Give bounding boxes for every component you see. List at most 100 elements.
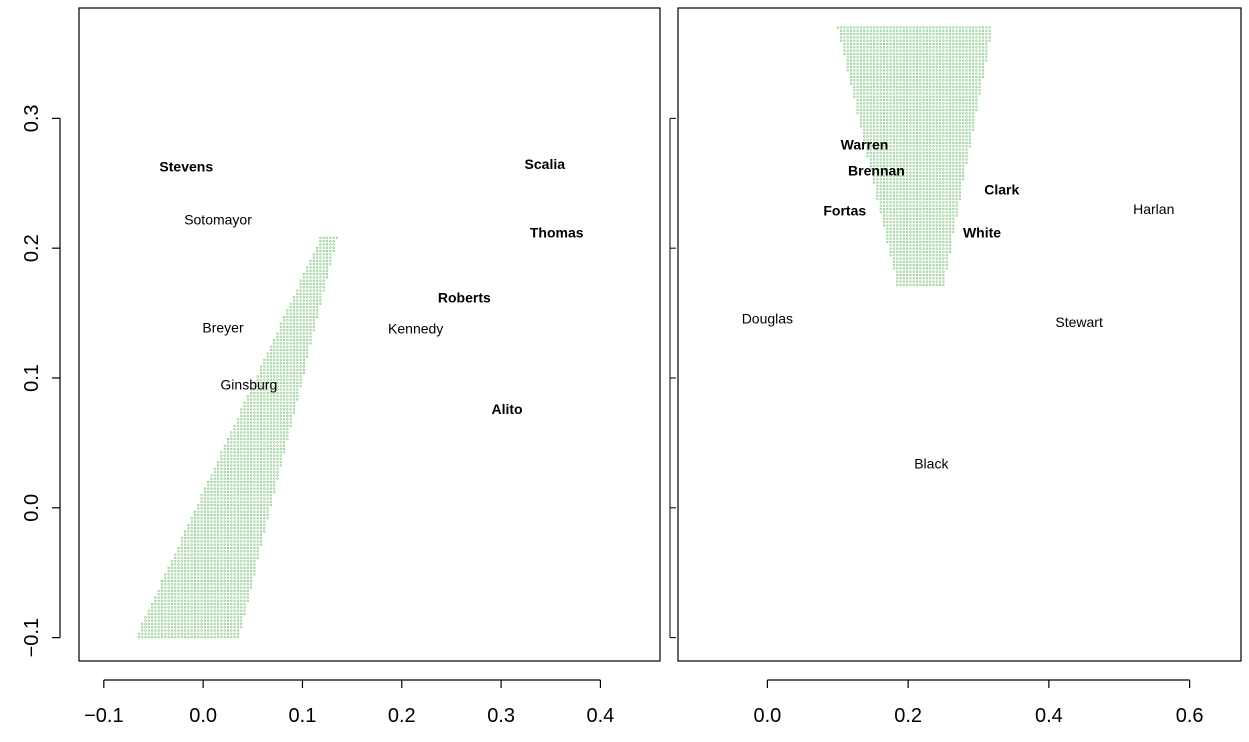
region-dot — [244, 475, 246, 477]
region-dot — [207, 583, 209, 585]
region-dot — [257, 521, 259, 523]
region-dot — [890, 215, 892, 217]
region-dot — [959, 66, 961, 68]
region-dot — [966, 27, 968, 29]
region-dot — [886, 37, 888, 39]
region-dot — [923, 221, 925, 223]
region-dot — [926, 56, 928, 58]
region-dot — [247, 481, 249, 483]
region-dot — [201, 504, 203, 506]
region-dot — [946, 172, 948, 174]
region-dot — [244, 587, 246, 589]
region-dot — [217, 616, 219, 618]
region-dot — [293, 352, 295, 354]
left-scatter-panel: −0.1 0.0 0.1 0.2 0.3 0.4−0.10.00.10.20.3Steve… — [21, 8, 660, 727]
region-dot — [290, 409, 292, 411]
region-dot — [217, 471, 219, 473]
region-dot — [913, 277, 915, 279]
region-dot — [896, 268, 898, 270]
region-dot — [956, 192, 958, 194]
region-dot — [890, 152, 892, 154]
region-dot — [857, 33, 859, 35]
region-dot — [926, 50, 928, 52]
region-dot — [240, 597, 242, 599]
region-dot — [936, 225, 938, 227]
region-dot — [217, 610, 219, 612]
region-dot — [883, 60, 885, 62]
region-dot — [962, 30, 964, 32]
region-dot — [883, 40, 885, 42]
region-dot — [211, 534, 213, 536]
region-dot — [158, 630, 160, 632]
region-dot — [217, 626, 219, 628]
region-dot — [181, 626, 183, 628]
region-dot — [303, 323, 305, 325]
region-dot — [237, 488, 239, 490]
region-dot — [237, 583, 239, 585]
region-dot — [933, 109, 935, 111]
region-dot — [254, 435, 256, 437]
region-dot — [966, 46, 968, 48]
region-dot — [939, 277, 941, 279]
region-dot — [287, 372, 289, 374]
region-dot — [257, 402, 259, 404]
region-dot — [230, 633, 232, 635]
region-dot — [913, 93, 915, 95]
region-dot — [893, 268, 895, 270]
region-dot — [969, 56, 971, 58]
region-dot — [946, 63, 948, 65]
region-dot — [257, 475, 259, 477]
region-dot — [952, 159, 954, 161]
region-dot — [293, 399, 295, 401]
region-dot — [962, 139, 964, 141]
region-dot — [270, 461, 272, 463]
region-dot — [227, 471, 229, 473]
region-dot — [234, 524, 236, 526]
region-dot — [972, 37, 974, 39]
region-dot — [943, 175, 945, 177]
region-dot — [916, 132, 918, 134]
region-dot — [903, 112, 905, 114]
region-dot — [949, 211, 951, 213]
region-dot — [257, 478, 259, 480]
region-dot — [194, 583, 196, 585]
region-dot — [161, 610, 163, 612]
region-dot — [320, 286, 322, 288]
region-dot — [933, 188, 935, 190]
region-dot — [853, 46, 855, 48]
region-dot — [240, 511, 242, 513]
region-dot — [277, 369, 279, 371]
region-dot — [300, 323, 302, 325]
region-dot — [857, 63, 859, 65]
region-dot — [300, 319, 302, 321]
region-dot — [194, 616, 196, 618]
region-dot — [896, 198, 898, 200]
region-dot — [207, 501, 209, 503]
region-dot — [254, 395, 256, 397]
region-dot — [972, 53, 974, 55]
region-dot — [260, 422, 262, 424]
region-dot — [946, 231, 948, 233]
region-dot — [244, 422, 246, 424]
region-dot — [870, 96, 872, 98]
region-dot — [201, 511, 203, 513]
region-dot — [260, 448, 262, 450]
region-dot — [240, 455, 242, 457]
region-dot — [949, 185, 951, 187]
region-dot — [181, 633, 183, 635]
region-dot — [956, 162, 958, 164]
region-dot — [883, 211, 885, 213]
region-dot — [860, 27, 862, 29]
region-dot — [191, 583, 193, 585]
region-dot — [926, 89, 928, 91]
region-dot — [956, 198, 958, 200]
region-dot — [320, 270, 322, 272]
region-dot — [896, 116, 898, 118]
region-dot — [277, 349, 279, 351]
region-dot — [903, 86, 905, 88]
region-dot — [916, 225, 918, 227]
region-dot — [906, 126, 908, 128]
region-dot — [214, 534, 216, 536]
region-dot — [201, 616, 203, 618]
region-dot — [197, 567, 199, 569]
